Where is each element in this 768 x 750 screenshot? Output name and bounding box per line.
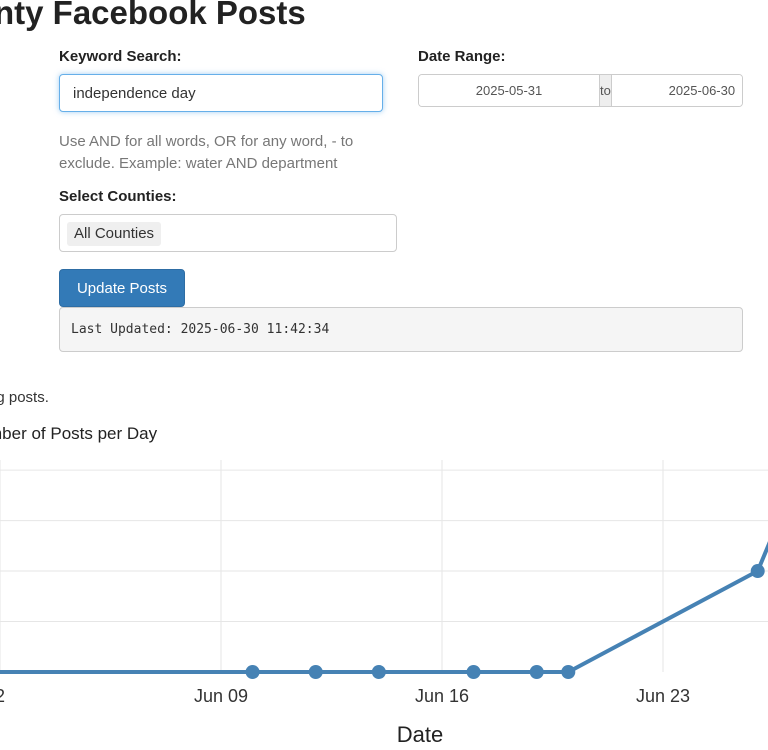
post-count-status: ng posts. xyxy=(0,389,49,406)
selected-county-chip[interactable]: All Counties xyxy=(67,222,162,246)
x-tick-label-3: Jun 23 xyxy=(636,686,690,706)
posts-per-day-chart: 2 Jun 09 Jun 16 Jun 23 Date xyxy=(0,460,768,747)
data-point-7[interactable] xyxy=(750,564,765,579)
county-select[interactable]: All Counties xyxy=(59,214,397,252)
data-point-6[interactable] xyxy=(561,665,576,679)
update-posts-button[interactable]: Update Posts xyxy=(59,269,185,307)
keyword-search-input[interactable] xyxy=(59,74,383,112)
date-range-label: Date Range: xyxy=(418,48,506,65)
counties-label: Select Counties: xyxy=(59,188,177,205)
chart-title: mber of Posts per Day xyxy=(0,424,158,443)
x-tick-label-0: 2 xyxy=(0,686,5,706)
x-tick-label-1: Jun 09 xyxy=(194,686,248,706)
keyword-label: Keyword Search: xyxy=(59,48,182,65)
date-range-picker: to xyxy=(418,74,743,107)
series-line xyxy=(0,541,768,674)
data-point-3[interactable] xyxy=(371,665,386,679)
last-updated-output: Last Updated: 2025-06-30 11:42:34 xyxy=(59,307,743,352)
end-date-input[interactable] xyxy=(611,75,742,106)
x-axis-label: Date xyxy=(397,722,443,747)
x-tick-label-2: Jun 16 xyxy=(415,686,469,706)
page-title: nty Facebook Posts xyxy=(0,0,306,31)
data-point-4[interactable] xyxy=(466,665,481,679)
data-point-5[interactable] xyxy=(529,665,544,679)
data-point-2[interactable] xyxy=(308,665,323,679)
search-help-text: Use AND for all words, OR for any word, … xyxy=(59,133,354,172)
date-range-separator: to xyxy=(599,75,612,106)
data-point-1[interactable] xyxy=(245,665,260,679)
start-date-input[interactable] xyxy=(419,75,599,106)
